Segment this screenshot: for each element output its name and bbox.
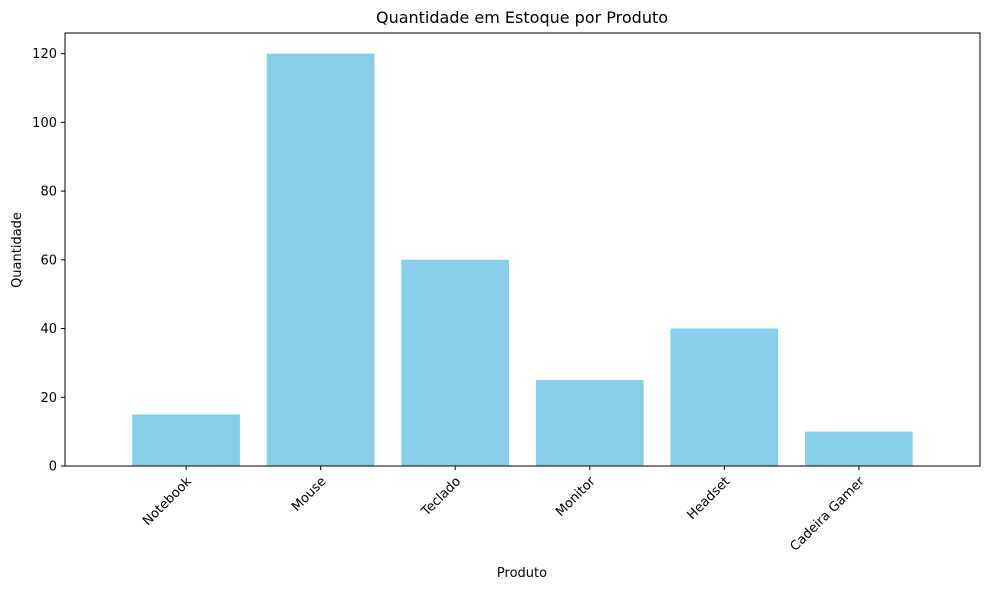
- y-axis-ticks: 0 20 40 60 80 100 120: [32, 47, 65, 475]
- y-tick-label: 0: [49, 460, 57, 475]
- bar-headset: [670, 328, 779, 466]
- bar-monitor: [535, 380, 644, 466]
- y-tick-label: 100: [32, 116, 57, 131]
- y-tick-label: 20: [40, 391, 57, 406]
- y-tick-label: 80: [40, 185, 57, 200]
- bar-teclado: [401, 259, 510, 466]
- chart-title: Quantidade em Estoque por Produto: [376, 8, 668, 27]
- y-tick-label: 60: [40, 253, 57, 268]
- bars-group: [132, 53, 913, 466]
- x-axis-label: Produto: [497, 566, 547, 581]
- y-axis-label: Quantidade: [10, 212, 25, 288]
- y-tick-label: 120: [32, 47, 57, 62]
- bar-mouse: [266, 53, 375, 466]
- bar-cadeira-gamer: [805, 431, 913, 466]
- bar-notebook: [132, 414, 240, 466]
- y-tick-label: 40: [40, 322, 57, 337]
- plot-frame: [64, 32, 981, 467]
